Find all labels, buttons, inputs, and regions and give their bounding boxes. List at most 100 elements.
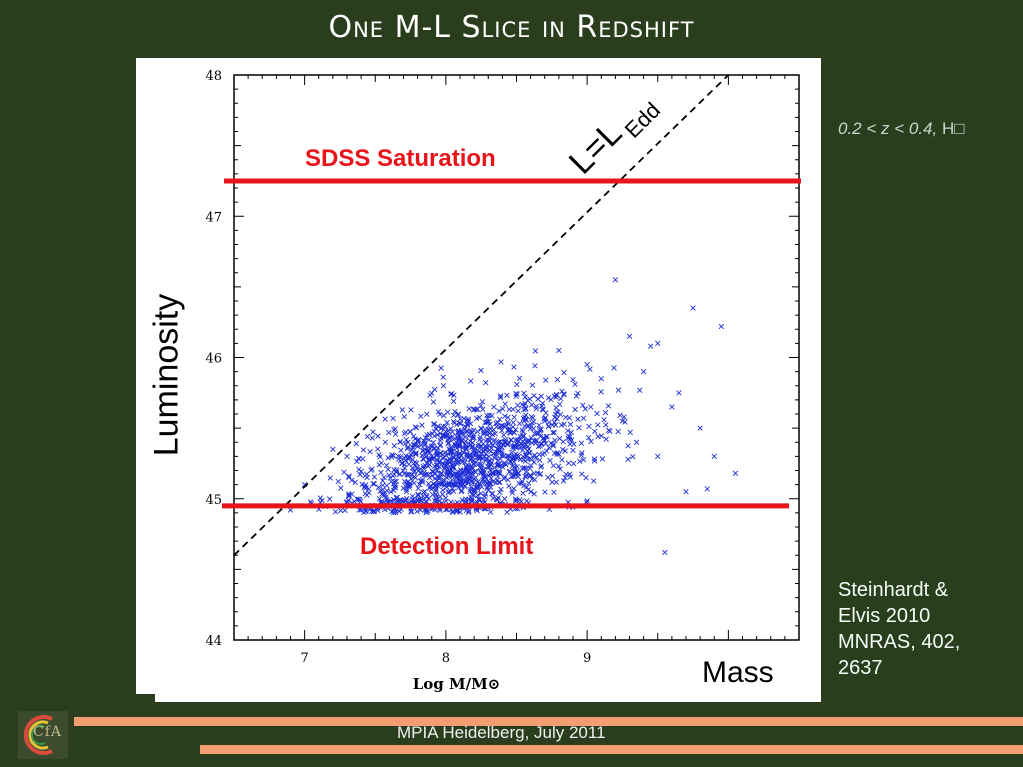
data-point	[407, 428, 413, 435]
data-point	[415, 492, 421, 498]
data-point	[598, 433, 605, 439]
data-point	[422, 434, 429, 441]
data-point	[421, 507, 428, 513]
data-point	[390, 473, 396, 479]
data-point	[625, 443, 631, 449]
data-point	[541, 416, 547, 422]
data-point	[399, 460, 405, 466]
data-point	[527, 396, 533, 402]
data-point	[317, 495, 324, 501]
data-point	[633, 439, 640, 445]
data-point	[520, 447, 526, 453]
data-point	[601, 417, 607, 423]
data-point	[462, 478, 468, 485]
data-point	[505, 421, 512, 427]
data-point	[497, 489, 503, 496]
data-point	[542, 489, 548, 495]
data-point	[587, 366, 593, 372]
data-point	[550, 429, 556, 436]
data-point	[466, 508, 472, 514]
data-point	[486, 438, 493, 444]
data-point	[426, 437, 432, 443]
data-point	[499, 406, 506, 412]
data-point	[437, 411, 443, 418]
data-point	[510, 445, 516, 452]
data-point	[444, 419, 450, 426]
data-point	[483, 380, 489, 386]
data-point	[508, 449, 515, 456]
data-point	[419, 477, 426, 483]
data-point	[527, 473, 533, 479]
data-point	[356, 466, 362, 473]
data-point	[551, 419, 558, 426]
data-point	[585, 434, 592, 441]
data-point	[425, 480, 432, 487]
data-point	[603, 436, 609, 442]
data-point	[464, 422, 471, 428]
data-point	[529, 415, 536, 421]
data-point	[416, 481, 423, 488]
data-point	[406, 482, 412, 488]
data-point	[432, 475, 438, 482]
data-point	[521, 390, 527, 396]
data-point	[485, 426, 491, 433]
data-point	[504, 392, 510, 399]
data-point	[572, 381, 578, 388]
data-point	[523, 412, 529, 418]
data-point	[367, 448, 373, 455]
data-point	[573, 393, 580, 399]
logo-text: CfA	[33, 724, 63, 740]
data-point	[469, 429, 475, 435]
data-point	[532, 363, 538, 369]
data-point	[566, 415, 573, 421]
data-point	[500, 460, 507, 467]
data-point	[636, 387, 643, 393]
data-point	[586, 423, 592, 430]
data-point	[385, 466, 391, 473]
data-point	[547, 457, 553, 464]
data-point	[559, 388, 565, 395]
data-point	[546, 445, 552, 451]
detection-label: Detection Limit	[360, 533, 533, 560]
data-point	[450, 463, 457, 470]
data-point	[390, 496, 397, 503]
data-point	[509, 463, 516, 469]
data-point	[541, 438, 548, 444]
data-point	[415, 437, 421, 444]
data-point	[457, 441, 463, 448]
data-point	[502, 439, 508, 446]
data-point	[507, 468, 513, 474]
data-point	[514, 463, 520, 470]
data-point	[551, 429, 557, 436]
data-point	[626, 333, 633, 340]
data-point	[441, 432, 447, 439]
data-point	[486, 447, 492, 453]
data-point	[510, 473, 516, 479]
data-point	[536, 430, 542, 436]
data-point	[415, 498, 421, 504]
accent-bar-bottom	[200, 745, 1023, 754]
data-point	[578, 440, 585, 446]
data-point	[519, 465, 525, 472]
luminosity-label: Luminosity	[147, 293, 186, 457]
data-point	[345, 497, 352, 503]
data-point	[505, 428, 512, 434]
data-point	[556, 347, 562, 354]
data-point	[489, 490, 496, 497]
data-point	[465, 418, 472, 424]
data-point	[401, 461, 408, 468]
data-point	[647, 343, 654, 349]
data-point	[537, 470, 544, 477]
data-point	[475, 483, 482, 490]
y-tick-label: 44	[205, 634, 222, 649]
data-point	[580, 402, 586, 409]
data-point	[433, 491, 439, 497]
data-point	[397, 439, 403, 445]
mass-label: Mass	[702, 656, 774, 689]
data-point	[403, 488, 410, 495]
data-point	[431, 433, 438, 439]
data-point	[533, 437, 540, 443]
data-point	[531, 491, 537, 497]
data-point	[619, 418, 626, 424]
